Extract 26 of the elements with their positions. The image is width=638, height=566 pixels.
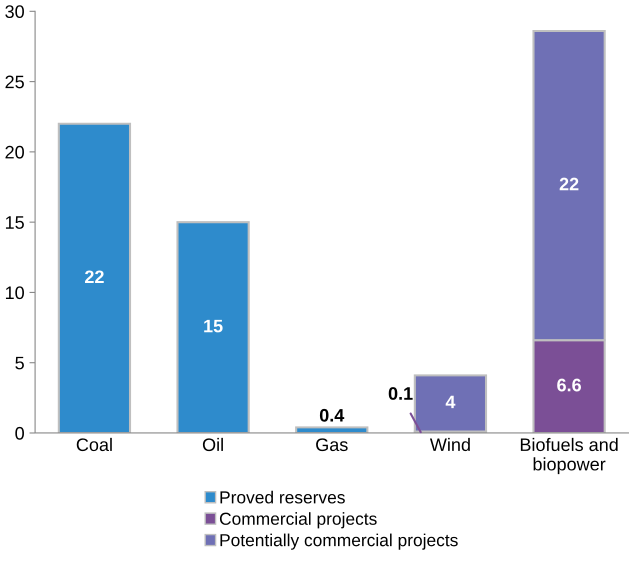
- data-label: 0.4: [320, 408, 344, 422]
- y-tick-label: 30: [5, 5, 24, 18]
- legend-label: Commercial projects: [220, 512, 377, 528]
- x-tick-label: Wind: [430, 438, 470, 452]
- data-label: 22: [85, 270, 104, 284]
- bar: [58, 122, 132, 433]
- legend-label: Potentially commercial projects: [220, 534, 458, 550]
- data-label: 15: [204, 320, 223, 332]
- data-label: 22: [560, 178, 578, 190]
- legend-label: Proved reserves: [220, 490, 345, 504]
- bar: [295, 426, 368, 433]
- x-tick-label: Coal: [76, 438, 112, 452]
- y-tick-label: 0: [15, 426, 24, 440]
- y-tick-label: 10: [6, 286, 24, 300]
- data-label: 0.1: [388, 387, 413, 400]
- y-tick-label: 15: [6, 216, 24, 229]
- bar: [176, 221, 250, 433]
- x-tick-label: Biofuels and biopower: [520, 438, 618, 474]
- y-tick-label: 20: [6, 146, 24, 159]
- x-tick-label: Gas: [316, 438, 348, 452]
- x-tick-label: Oil: [202, 438, 223, 452]
- bar: [414, 374, 488, 433]
- y-tick-label: 5: [15, 356, 24, 370]
- data-label: 4: [446, 396, 456, 408]
- y-tick-label: 25: [6, 76, 24, 88]
- data-label: 6.6: [557, 378, 581, 392]
